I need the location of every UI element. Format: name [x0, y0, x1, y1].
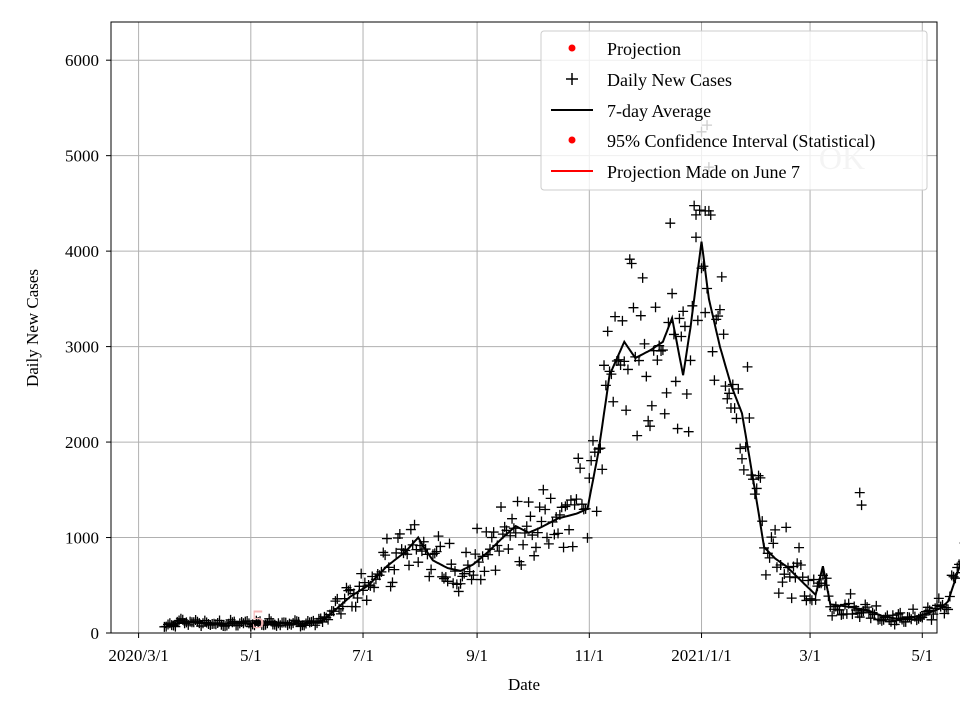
y-tick-label: 6000 [65, 51, 99, 70]
y-tick-label: 5000 [65, 147, 99, 166]
legend-daily-cases-label: Daily New Cases [607, 70, 732, 90]
legend-ci-label: 95% Confidence Interval (Statistical) [607, 131, 875, 152]
legend-projection-label: Projection [607, 39, 681, 59]
y-tick-label: 3000 [65, 338, 99, 357]
y-tick-label: 2000 [65, 433, 99, 452]
y-tick-label: 4000 [65, 242, 99, 261]
legend-projection-marker [569, 45, 576, 52]
x-tick-label: 3/1 [799, 646, 821, 665]
legend-average-label: 7-day Average [607, 101, 711, 121]
y-axis-label: Daily New Cases [23, 269, 42, 387]
legend-projection-line-label: Projection Made on June 7 [607, 162, 800, 182]
legend-ci-marker [569, 137, 576, 144]
x-tick-label: 2021/1/1 [671, 646, 731, 665]
x-tick-label: 11/1 [575, 646, 605, 665]
y-tick-label: 0 [91, 624, 100, 643]
x-tick-label: 5/1 [240, 646, 262, 665]
x-axis-label: Date [508, 675, 540, 694]
x-tick-label: 2020/3/1 [108, 646, 168, 665]
x-tick-label: 9/1 [466, 646, 488, 665]
x-tick-label: 7/1 [352, 646, 374, 665]
x-tick-label: 5/1 [911, 646, 933, 665]
y-tick-label: 1000 [65, 529, 99, 548]
pink-watermark: 5 [252, 605, 265, 634]
legend: Projection Daily New Cases 7-day Average… [541, 31, 927, 190]
